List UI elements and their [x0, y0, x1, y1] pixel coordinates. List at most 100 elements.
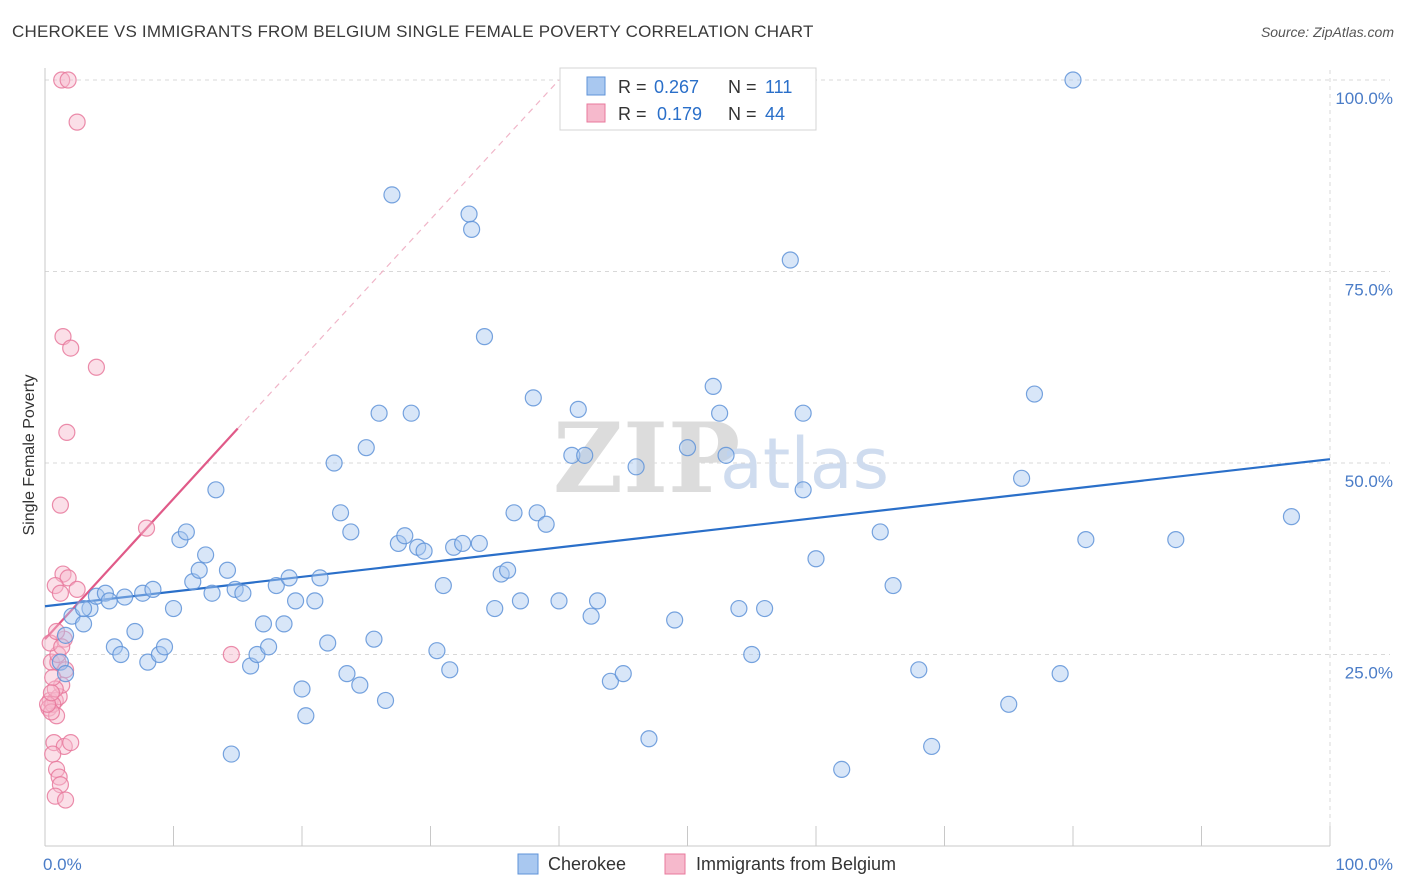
cherokee-point [1025, 385, 1044, 403]
cherokee-point [222, 745, 240, 763]
cherokee-point [56, 665, 75, 683]
cherokee-point [87, 587, 106, 605]
chart-title: CHEROKEE VS IMMIGRANTS FROM BELGIUM SING… [12, 22, 814, 41]
cherokee-point [338, 665, 356, 683]
x-tick-label: 0.0% [43, 855, 82, 874]
belgium-point [222, 645, 240, 664]
cherokee-point [1064, 71, 1082, 89]
legend-swatch-cherokee [586, 76, 606, 96]
cherokee-point [627, 458, 645, 476]
cherokee-point [588, 592, 607, 610]
cherokee-point [218, 561, 237, 579]
trendline-extension-belgium [237, 79, 560, 429]
belgium-point [56, 791, 75, 809]
cherokee-point [286, 592, 305, 610]
cherokee-point [807, 550, 825, 568]
cherokee-point [730, 599, 748, 618]
cherokee-point [100, 592, 118, 610]
cherokee-point [614, 665, 632, 683]
series-immigrants-from-belgium [38, 71, 240, 809]
belgium-point [44, 745, 62, 763]
legend-box: R = 0.267 N = 111 R = 0.179 N = 44 [559, 67, 817, 131]
cherokee-point [537, 515, 555, 533]
belgium-point [51, 584, 70, 602]
cherokee-point [601, 672, 620, 690]
cherokee-point [415, 542, 433, 560]
cherokee-point [351, 676, 369, 694]
cherokee-point [576, 446, 594, 464]
cherokee-point [134, 584, 152, 602]
cherokee-point [144, 580, 162, 598]
trendlines [44, 79, 1331, 640]
belgium-point [59, 71, 77, 89]
cherokee-point [311, 569, 329, 587]
bottom-legend-label-belgium: Immigrants from Belgium [696, 854, 896, 874]
belgium-point [47, 622, 66, 641]
cherokee-point [396, 527, 414, 545]
watermark-zip: ZIP [553, 402, 740, 515]
cherokee-point [1012, 469, 1031, 487]
cherokee-point [74, 599, 93, 618]
trendline-cherokee [44, 458, 1331, 608]
cherokee-point [678, 439, 697, 457]
belgium-point [51, 496, 70, 514]
cherokee-point [1282, 508, 1301, 526]
cherokee-point [794, 481, 812, 499]
cherokee-point [871, 523, 889, 541]
legend-r-value-belgium: 0.179 [657, 104, 702, 124]
cherokee-point [582, 607, 600, 625]
belgium-point [46, 787, 64, 805]
cherokee-point [190, 561, 208, 579]
cherokee-point [207, 481, 225, 499]
cherokee-point [923, 737, 941, 756]
chart-source: Source: ZipAtlas.com [1260, 24, 1394, 40]
belgium-point [87, 358, 106, 376]
cherokee-point [112, 645, 130, 664]
x-tick-label: 100.0% [1335, 855, 1393, 874]
cherokee-point [550, 592, 568, 610]
legend-n-label-cherokee: N = [728, 77, 757, 97]
watermark: ZIP atlas [553, 402, 889, 515]
cherokee-point [319, 634, 337, 652]
cherokee-point [275, 615, 293, 633]
cherokee-point [563, 446, 581, 464]
cherokee-point [259, 638, 278, 656]
legend-n-label-belgium: N = [728, 104, 757, 124]
watermark-atlas: atlas [720, 423, 889, 505]
belgium-point [42, 684, 61, 702]
legend-r-label-cherokee: R = [618, 77, 647, 97]
bottom-legend-swatch-belgium [664, 853, 686, 875]
cherokee-point [528, 504, 546, 522]
belgium-point [59, 569, 77, 587]
cherokee-point [370, 404, 388, 422]
cherokee-point [428, 642, 446, 660]
cherokee-point [704, 377, 722, 395]
legend-n-value-cherokee: 111 [765, 77, 792, 97]
cherokee-point [331, 504, 350, 522]
cherokee-point [569, 400, 587, 418]
cherokee-point [441, 661, 459, 679]
cherokee-point [486, 599, 504, 618]
cherokee-point [116, 588, 134, 606]
legend-swatch-belgium [586, 103, 606, 123]
cherokee-point [164, 599, 183, 618]
cherokee-point [1000, 695, 1018, 713]
cherokee-point [743, 645, 761, 664]
cherokee-point [1051, 665, 1069, 683]
cherokee-point [293, 680, 311, 698]
belgium-point [53, 71, 71, 89]
cherokee-point [74, 615, 93, 633]
cherokee-point [460, 205, 478, 223]
cherokee-point [470, 534, 488, 553]
cherokee-point [445, 538, 463, 556]
belgium-point [137, 519, 156, 537]
cherokee-point [434, 576, 452, 595]
cherokee-point [254, 615, 273, 633]
cherokee-point [197, 546, 215, 564]
cherokee-point [794, 404, 812, 422]
cherokee-point [884, 576, 902, 595]
cherokee-point [56, 626, 75, 644]
cherokee-point [781, 251, 799, 269]
y-tick-label: 75.0% [1345, 281, 1393, 300]
